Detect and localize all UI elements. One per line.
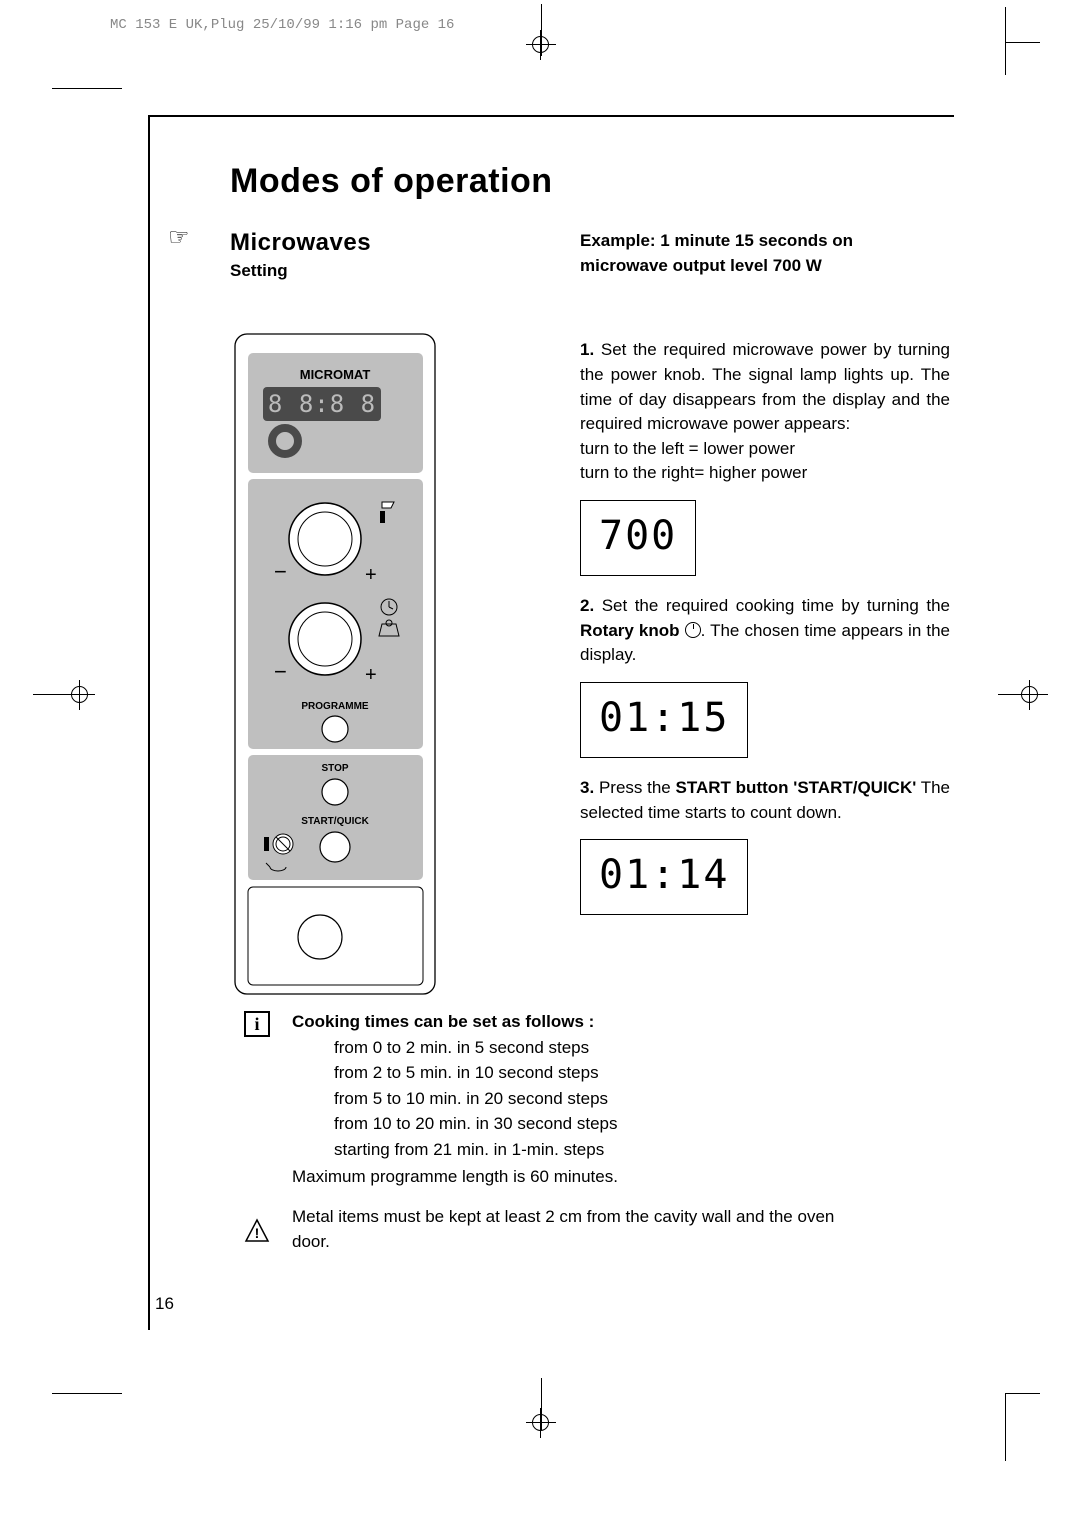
warning-text: Metal items must be kept at least 2 cm f… <box>230 1204 870 1255</box>
registration-mark <box>526 30 556 60</box>
display-700: 700 <box>580 500 696 576</box>
warning-icon: ! <box>244 1218 270 1244</box>
max-length: Maximum programme length is 60 minutes. <box>292 1164 954 1190</box>
control-panel-diagram: MICROMAT 8 8:8 8 − + <box>230 329 455 999</box>
svg-text:!: ! <box>255 1225 260 1241</box>
print-header: MC 153 E UK,Plug 25/10/99 1:16 pm Page 1… <box>110 17 454 33</box>
rotary-knob-icon <box>685 622 701 638</box>
cooking-steps: from 0 to 2 min. in 5 second steps from … <box>334 1035 954 1163</box>
svg-text:−: − <box>274 559 287 584</box>
panel-programme: PROGRAMME <box>301 701 369 712</box>
crop-mark <box>52 1393 122 1394</box>
crop-mark <box>1005 1393 1040 1394</box>
setting-label: Setting <box>230 261 560 281</box>
display-0115: 01:15 <box>580 682 748 758</box>
svg-text:+: + <box>365 564 377 586</box>
panel-brand: MICROMAT <box>300 367 371 382</box>
page-title: Modes of operation <box>230 162 954 201</box>
registration-mark <box>1015 680 1045 710</box>
crop-mark <box>1005 42 1040 43</box>
svg-text:+: + <box>365 664 377 686</box>
crop-mark <box>52 88 122 89</box>
registration-mark <box>65 680 95 710</box>
panel-display: 8 8:8 8 <box>268 390 376 418</box>
info-icon: i <box>244 1011 270 1037</box>
section-title: Microwaves <box>230 229 560 257</box>
page-frame: Modes of operation ☞ Microwaves Setting … <box>148 115 954 1330</box>
registration-mark <box>526 1408 556 1438</box>
svg-text:−: − <box>274 659 287 684</box>
example-heading: Example: 1 minute 15 seconds on microwav… <box>580 229 950 278</box>
panel-startquick: START/QUICK <box>301 816 369 827</box>
step-2: 2. Set the required cooking time by turn… <box>580 594 950 668</box>
page-number: 16 <box>155 1294 174 1314</box>
crop-mark <box>1005 1393 1006 1461</box>
step-1: 1. Set the required microwave power by t… <box>580 338 950 486</box>
crop-mark <box>1005 7 1006 75</box>
hand-point-icon: ☞ <box>168 223 190 252</box>
step-3: 3. Press the START button 'START/QUICK' … <box>580 776 950 825</box>
cooking-heading: Cooking times can be set as follows : <box>292 1009 954 1035</box>
panel-stop: STOP <box>321 763 348 774</box>
display-0114: 01:14 <box>580 839 748 915</box>
